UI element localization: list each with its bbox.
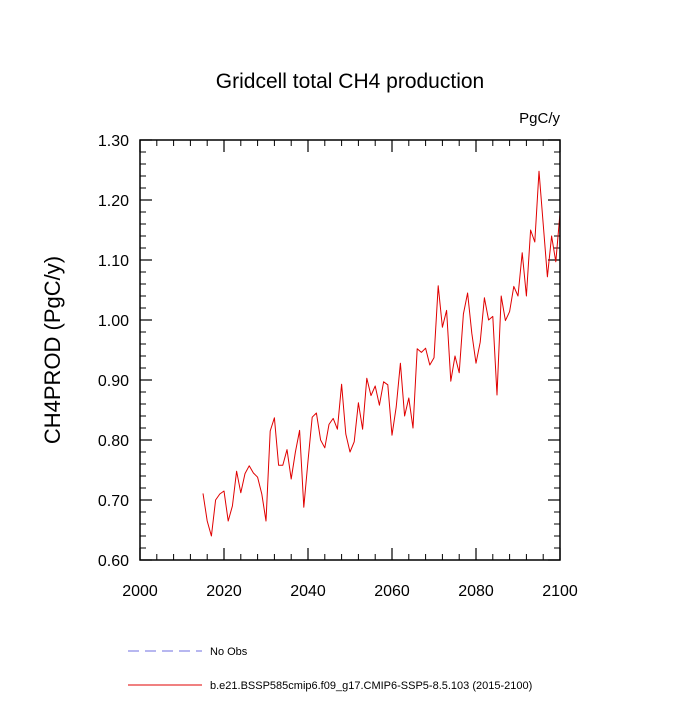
legend-label-model-run: b.e21.BSSP585cmip6.f09_g17.CMIP6-SSP5-8.… [210, 680, 532, 692]
data-series [202, 170, 561, 537]
chart-title: Gridcell total CH4 production [216, 70, 484, 93]
x-tick-label: 2060 [374, 583, 410, 600]
plot-frame [139, 139, 561, 561]
y-tick-label: 0.70 [98, 493, 129, 510]
axis-ticks [139, 139, 561, 561]
y-tick-label: 1.20 [98, 193, 129, 210]
y-axis-label: CH4PROD (PgC/y) [40, 256, 65, 444]
y-tick-label: 1.30 [98, 133, 129, 150]
legend-label-no-obs: No Obs [210, 646, 248, 658]
y-tick-label: 1.10 [98, 253, 129, 270]
units-label: PgC/y [519, 110, 560, 127]
y-tick-labels: 0.60 0.70 0.80 0.90 1.00 1.10 1.20 1.30 [98, 133, 129, 570]
y-tick-label: 0.90 [98, 373, 129, 390]
x-tick-labels: 2000 2020 2040 2060 2080 2100 [122, 583, 578, 600]
y-tick-label: 1.00 [98, 313, 129, 330]
x-tick-label: 2080 [458, 583, 494, 600]
y-tick-label: 0.80 [98, 433, 129, 450]
x-tick-label: 2000 [122, 583, 158, 600]
y-tick-label: 0.60 [98, 553, 129, 570]
series-line-0 [202, 170, 561, 537]
x-tick-label: 2040 [290, 583, 326, 600]
x-tick-label: 2100 [542, 583, 578, 600]
x-tick-label: 2020 [206, 583, 242, 600]
legend: No Obs b.e21.BSSP585cmip6.f09_g17.CMIP6-… [128, 646, 532, 692]
